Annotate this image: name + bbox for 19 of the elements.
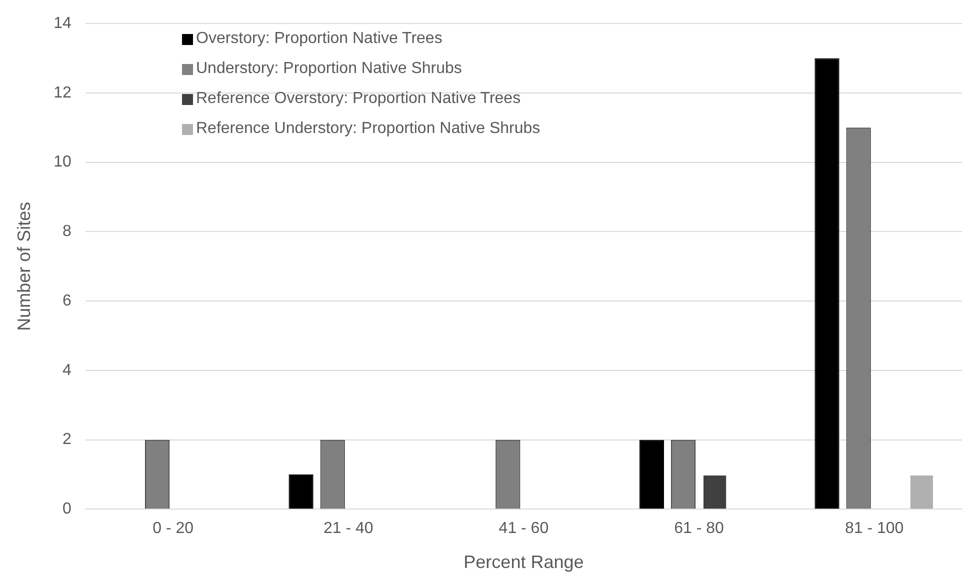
y-tick-label: 4: [62, 362, 72, 379]
x-tick-label: 61 - 80: [674, 520, 724, 538]
x-tick-label: 21 - 40: [323, 520, 374, 538]
y-tick-label: 14: [54, 15, 72, 32]
y-tick-label: 12: [54, 84, 72, 102]
x-tick-label: 41 - 60: [498, 520, 549, 538]
y-tick-label: 2: [62, 431, 72, 448]
y-tick-label: 6: [62, 292, 72, 310]
y-tick-label: 0: [62, 500, 72, 518]
y-tick-label: 10: [54, 154, 72, 171]
y-axis-title: Number of Sites: [14, 202, 34, 331]
legend-label: Reference Understory: Proportion Native Shrubs: [196, 120, 540, 138]
y-tick-label: 8: [62, 223, 72, 240]
legend-label: Understory: Proportion Native Shrubs: [196, 60, 462, 78]
x-axis-title: Percent Range: [464, 552, 584, 572]
legend-label: Overstory: Proportion Native Trees: [196, 30, 442, 48]
x-tick-label: 81 - 100: [844, 520, 904, 538]
x-tick-label: 0 - 20: [152, 520, 194, 538]
legend-label: Reference Overstory: Proportion Native Trees: [196, 90, 521, 108]
